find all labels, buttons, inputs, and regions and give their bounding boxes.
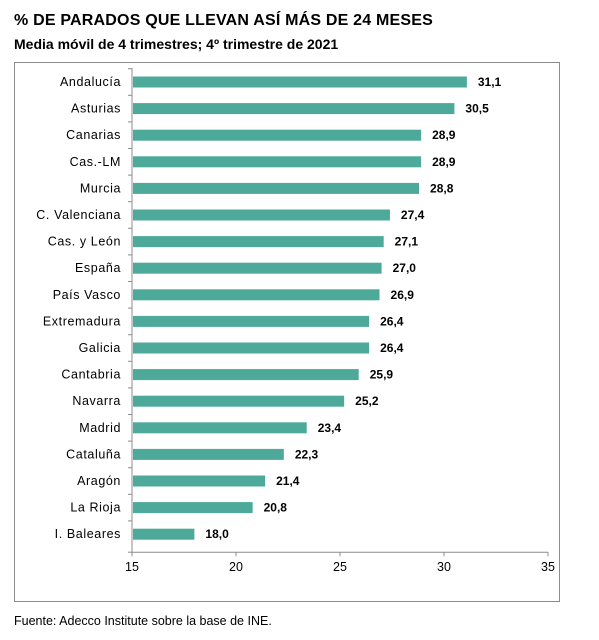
bar [133, 395, 345, 407]
value-label: 28,9 [432, 128, 456, 142]
x-tick-label: 30 [437, 560, 451, 574]
value-label: 27,1 [395, 235, 419, 249]
category-label: Extremadura [43, 314, 121, 328]
bar [133, 129, 422, 141]
bar [133, 76, 467, 88]
bar [133, 315, 370, 327]
x-tick-label: 20 [229, 560, 243, 574]
bar [133, 103, 455, 115]
value-label: 27,0 [393, 261, 417, 275]
bar [133, 422, 307, 434]
value-label: 27,4 [401, 208, 425, 222]
source-note: Fuente: Adecco Institute sobre la base d… [14, 614, 272, 628]
category-label: Cataluña [66, 447, 121, 461]
x-tick-label: 25 [333, 560, 347, 574]
value-label: 31,1 [478, 75, 502, 89]
bar [133, 236, 384, 248]
category-label: Cas.-LM [70, 155, 121, 169]
bar [133, 262, 382, 274]
bar [133, 528, 195, 540]
value-label: 26,4 [380, 314, 404, 328]
bar [133, 209, 390, 221]
value-label: 25,9 [370, 368, 394, 382]
x-tick-label: 15 [125, 560, 139, 574]
category-label: País Vasco [53, 288, 121, 302]
bar [133, 182, 420, 194]
category-label: Andalucía [60, 75, 121, 89]
category-label: C. Valenciana [36, 208, 121, 222]
value-label: 20,8 [264, 501, 288, 515]
category-label: Aragón [77, 474, 121, 488]
bar [133, 156, 422, 168]
bar [133, 502, 253, 514]
chart-frame [14, 62, 560, 602]
value-label: 30,5 [465, 102, 489, 116]
bar [133, 475, 266, 487]
bar [133, 369, 359, 381]
bar [133, 342, 370, 354]
value-label: 23,4 [318, 421, 342, 435]
bar [133, 448, 284, 460]
chart-subtitle: Media móvil de 4 trimestres; 4º trimestr… [14, 36, 339, 52]
value-label: 28,9 [432, 155, 456, 169]
value-label: 26,9 [391, 288, 415, 302]
category-label: I. Baleares [55, 527, 121, 541]
value-label: 18,0 [205, 527, 229, 541]
category-label: Navarra [72, 394, 121, 408]
category-label: Asturias [71, 102, 121, 116]
category-label: Canarias [66, 128, 121, 142]
category-label: Galicia [79, 341, 121, 355]
category-label: Cantabria [61, 368, 121, 382]
value-label: 25,2 [355, 394, 379, 408]
value-label: 22,3 [295, 447, 319, 461]
chart-title: % DE PARADOS QUE LLEVAN ASÍ MÁS DE 24 ME… [14, 12, 434, 29]
category-label: Murcia [80, 181, 121, 195]
category-label: España [75, 261, 121, 275]
bar [133, 289, 380, 301]
value-label: 21,4 [276, 474, 300, 488]
value-label: 28,8 [430, 181, 454, 195]
x-tick-label: 35 [541, 560, 555, 574]
category-label: La Rioja [70, 501, 121, 515]
category-label: Madrid [79, 421, 121, 435]
category-label: Cas. y León [48, 235, 121, 249]
value-label: 26,4 [380, 341, 404, 355]
